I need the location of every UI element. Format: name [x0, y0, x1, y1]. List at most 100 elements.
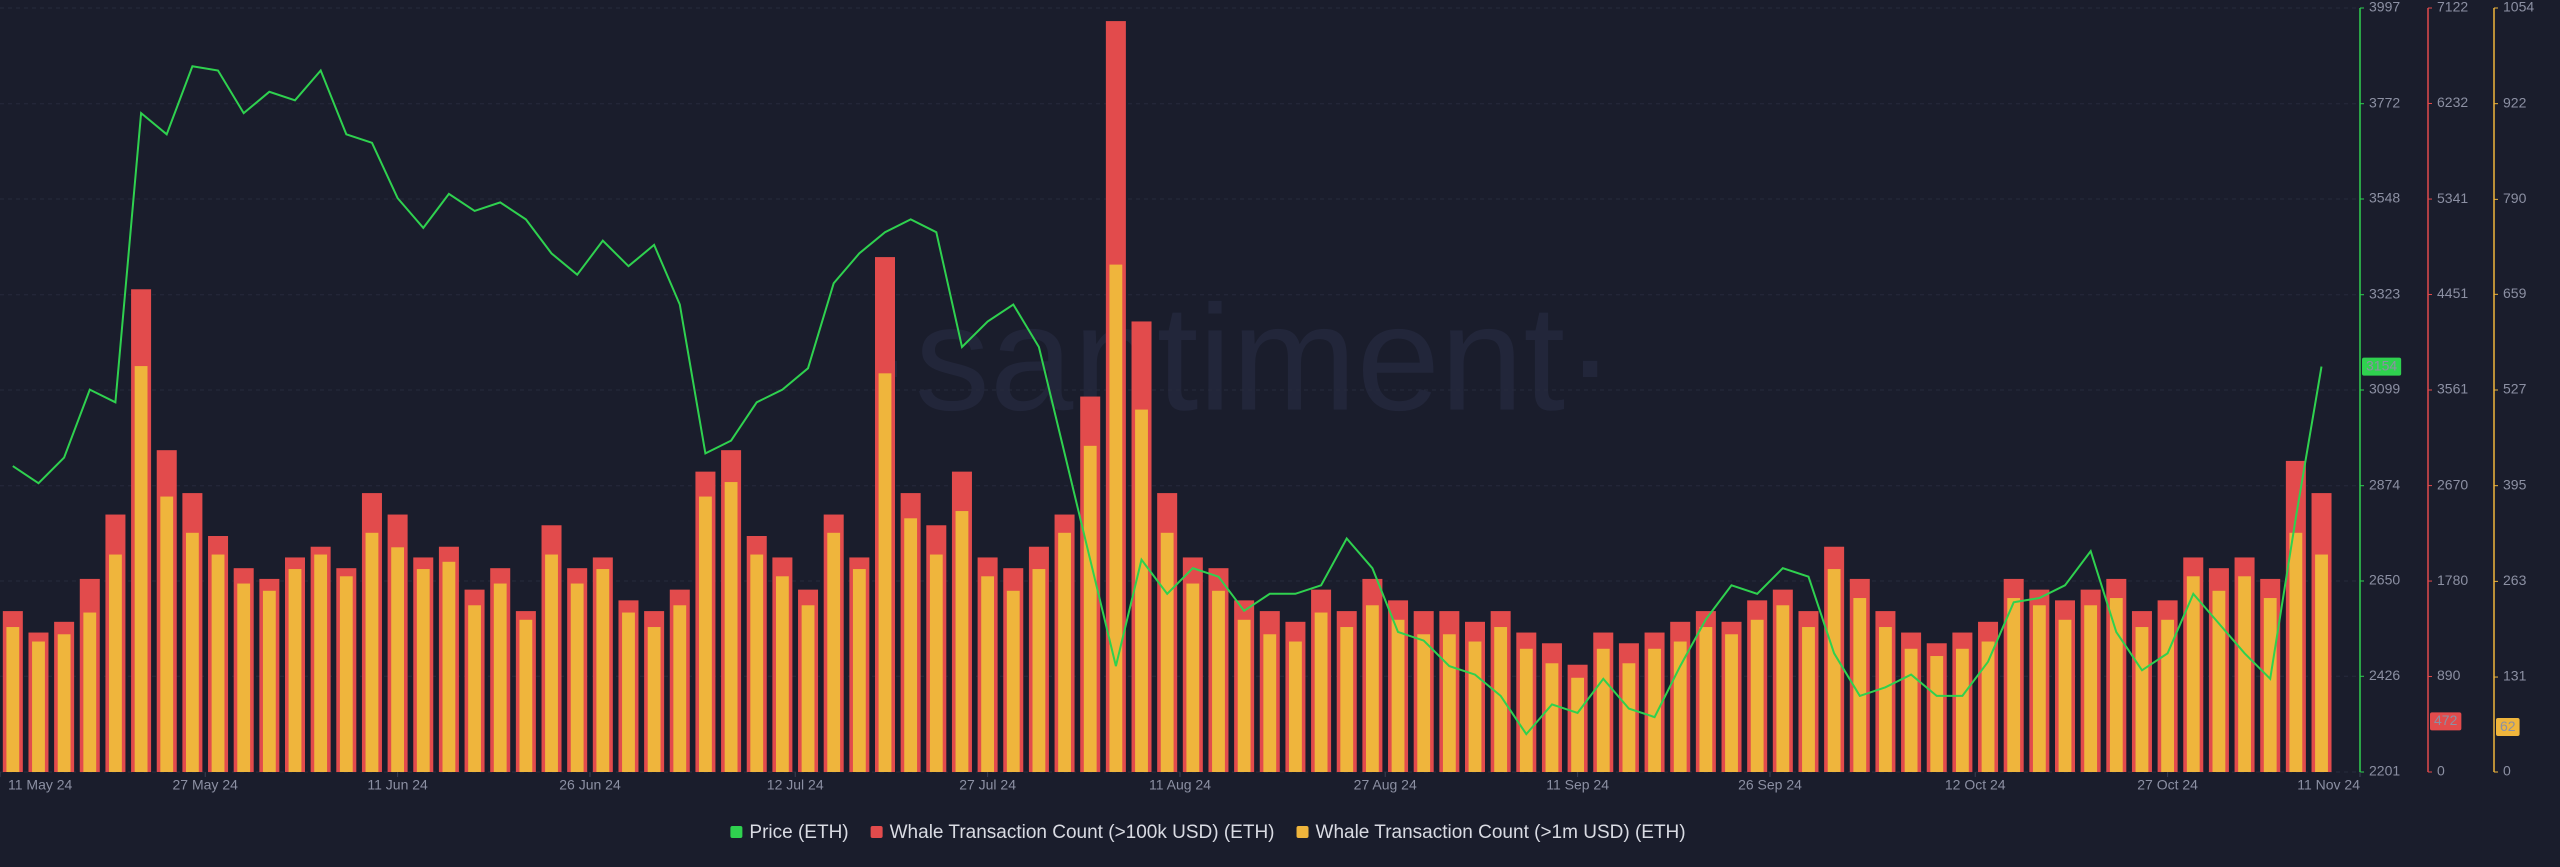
y-tick-label: 527	[2503, 381, 2527, 397]
legend-label: Price (ETH)	[749, 822, 848, 843]
bar	[673, 605, 687, 772]
legend: Price (ETH) Whale Transaction Count (>100…	[730, 822, 1686, 843]
bar	[416, 569, 430, 772]
bar	[2007, 598, 2021, 772]
bar	[1955, 648, 1969, 772]
bar	[2263, 598, 2277, 772]
bar	[57, 634, 71, 772]
bar	[775, 576, 789, 772]
bar	[929, 554, 943, 772]
legend-label: Whale Transaction Count (>1m USD) (ETH)	[1316, 822, 1686, 843]
x-tick-label: 27 Aug 24	[1354, 777, 1417, 793]
latest-badge	[2362, 357, 2402, 376]
bar	[237, 583, 251, 772]
bar	[1135, 409, 1148, 772]
bar	[2032, 605, 2046, 772]
bar	[1827, 569, 1841, 772]
bar	[365, 532, 379, 772]
legend-swatch	[730, 826, 743, 838]
bar	[442, 561, 456, 772]
plot	[2, 21, 2332, 772]
x-tick-label: 27 May 24	[173, 777, 239, 793]
bar	[699, 496, 712, 772]
bar	[904, 518, 918, 772]
latest-label: 62	[2500, 718, 2516, 734]
x-tick-label: 26 Sep 24	[1738, 777, 1802, 793]
bar	[570, 583, 584, 772]
bar	[1237, 619, 1251, 772]
bar	[1750, 619, 1764, 772]
y-tick-label: 6232	[2437, 94, 2468, 110]
bar	[1391, 619, 1405, 772]
y-tick-label: 4451	[2437, 285, 2468, 301]
bar	[519, 619, 533, 772]
bar	[2238, 576, 2251, 772]
latest-label: 3154	[2366, 357, 2397, 373]
y-tick-label: 922	[2503, 94, 2527, 110]
latest-label: 472	[2434, 712, 2458, 728]
bar	[6, 627, 20, 772]
bar	[2058, 619, 2072, 772]
bar	[1571, 677, 1585, 772]
y-tick-label: 0	[2437, 763, 2445, 779]
x-tick-label: 12 Oct 24	[1945, 777, 2006, 793]
bar	[647, 627, 661, 772]
y-tick-label: 2201	[2369, 763, 2400, 779]
y-tick-label: 7122	[2437, 0, 2468, 15]
bar	[2212, 590, 2226, 772]
bar	[211, 554, 225, 772]
bar	[1186, 583, 1200, 772]
bar	[1981, 641, 1995, 772]
y-tick-label: 263	[2503, 572, 2527, 588]
bar	[1340, 627, 1354, 772]
bar	[1494, 627, 1508, 772]
legend-swatch	[1296, 826, 1309, 838]
y-tick-label: 3548	[2369, 190, 2400, 206]
bar	[1006, 590, 1020, 772]
y-tick-label: 2670	[2437, 476, 2468, 492]
y-tick-label: 1054	[2503, 0, 2534, 15]
bar	[545, 554, 558, 772]
bar	[83, 612, 97, 772]
bar	[468, 605, 481, 772]
bar	[1545, 663, 1559, 772]
bar	[1904, 648, 1918, 772]
legend-swatch	[870, 826, 883, 838]
y-tick-label: 131	[2503, 668, 2527, 684]
bar	[1853, 598, 1867, 772]
bar	[185, 532, 199, 772]
bar	[109, 554, 122, 772]
y-tick-label: 890	[2437, 667, 2461, 683]
x-tick-label: 11 Jun 24	[367, 777, 428, 793]
bar	[801, 605, 815, 772]
bar	[2109, 598, 2123, 772]
bar	[622, 612, 635, 772]
bar	[2186, 576, 2200, 772]
bar	[314, 554, 328, 772]
bar	[1442, 634, 1456, 772]
bar	[391, 547, 405, 772]
bar	[1289, 641, 1302, 772]
bar	[1160, 532, 1174, 772]
y-tick-label: 2650	[2369, 572, 2400, 588]
x-tick-label: 11 May 24	[8, 777, 73, 793]
bar	[1673, 641, 1687, 772]
bar	[1699, 627, 1713, 772]
y-tick-label: 1780	[2437, 572, 2468, 588]
bar	[339, 576, 353, 772]
bar	[1212, 590, 1225, 772]
bar	[852, 569, 866, 772]
bar	[1930, 656, 1944, 772]
bar	[1083, 445, 1097, 772]
bar	[2135, 627, 2149, 772]
y-tick-label: 659	[2503, 285, 2527, 301]
bar	[1725, 634, 1738, 772]
x-tick-label: 27 Oct 24	[2137, 777, 2198, 793]
bar	[1648, 648, 1661, 772]
bar	[1263, 634, 1277, 772]
bar	[493, 583, 507, 772]
bar	[1802, 627, 1815, 772]
bar	[1776, 605, 1790, 772]
bar	[750, 554, 764, 772]
y-tick-label: 2874	[2369, 476, 2400, 492]
